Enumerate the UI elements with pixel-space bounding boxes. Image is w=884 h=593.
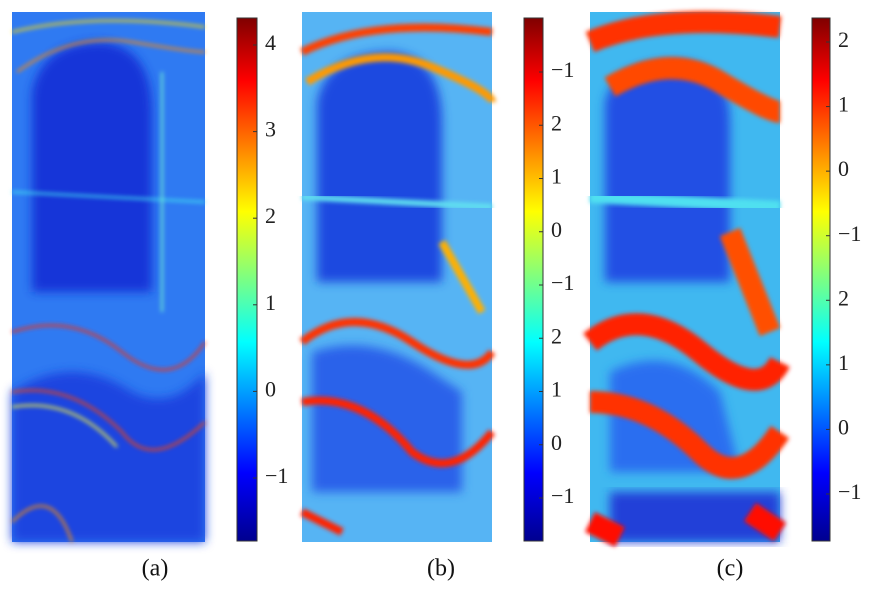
colorbar-tick-label: 0 — [551, 217, 562, 242]
colorbar-tick-label: 0 — [838, 156, 849, 181]
colorbar-tick-label: −1 — [838, 221, 861, 246]
colorbar-tick-label: 2 — [838, 285, 849, 310]
colorbar — [523, 17, 544, 542]
colorbar-tick-label: −1 — [551, 270, 574, 295]
colorbar-tick-label: 2 — [838, 27, 849, 52]
colorbar-tick-label: 3 — [265, 117, 276, 142]
colorbar-tick-label: 1 — [838, 350, 849, 375]
colorbar-tick-label: 2 — [551, 323, 562, 348]
colorbar-tick-label: −1 — [551, 483, 574, 508]
heatmap-a — [11, 12, 206, 543]
colorbar-tick-label: 0 — [838, 414, 849, 439]
colorbar-tick-label: −1 — [838, 479, 861, 504]
panel-label: (c) — [717, 556, 744, 582]
colorbar-tick-label: −1 — [551, 57, 574, 82]
panel-label: (a) — [142, 556, 169, 582]
heatmap-c — [583, 11, 790, 547]
heatmap-b — [299, 12, 496, 542]
colorbar-tick-label: 2 — [551, 110, 562, 135]
colorbar — [811, 17, 831, 542]
colorbar — [236, 17, 258, 542]
colorbar-tick-label: −1 — [265, 463, 288, 488]
colorbar-tick-label: 1 — [551, 377, 562, 402]
colorbar-tick-label: 1 — [838, 92, 849, 117]
panel-label: (b) — [427, 556, 455, 582]
colorbar-tick-label: 1 — [265, 290, 276, 315]
colorbar-tick-label: 2 — [265, 203, 276, 228]
colorbar-tick-label: 0 — [551, 430, 562, 455]
colorbar-tick-label: 1 — [551, 164, 562, 189]
colorbar-tick-label: 0 — [265, 376, 276, 401]
colorbar-tick-label: 4 — [265, 30, 276, 55]
